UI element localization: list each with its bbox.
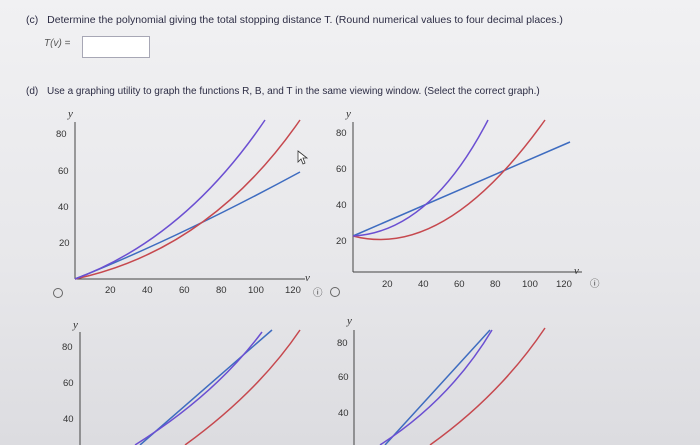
graph-b-curve-purple: [352, 119, 489, 237]
graph-c-line-blue: [139, 329, 273, 445]
question-c-text: Determine the polynomial giving the tota…: [47, 14, 563, 26]
graph-d-curve-purple: [379, 329, 493, 445]
graph-b-y-axis-label: y: [345, 108, 351, 120]
graph-c-ytick-40: 40: [63, 414, 74, 425]
info-icon[interactable]: ⓘ: [313, 288, 323, 299]
graph-a-x-axis-label: v: [305, 272, 310, 284]
question-d-label: (d): [26, 86, 39, 97]
graph-b-ytick-20: 20: [336, 236, 347, 247]
graph-c-ytick-60: 60: [63, 378, 74, 389]
question-c: (c) Determine the polynomial giving the …: [26, 14, 563, 26]
graph-a-xtick-100: 100: [248, 285, 264, 296]
graph-c-ytick-80: 80: [62, 342, 73, 353]
graph-a-xtick-40: 40: [142, 285, 153, 296]
question-d: (d) Use a graphing utility to graph the …: [26, 86, 540, 97]
graph-b-xtick-40: 40: [418, 279, 429, 290]
graph-a-line-blue: [74, 171, 301, 280]
graph-b-xtick-100: 100: [522, 279, 538, 290]
graph-d-ytick-60: 60: [338, 372, 349, 383]
graph-b-xtick-20: 20: [382, 279, 393, 290]
graph-a-xtick-60: 60: [179, 285, 190, 296]
graph-option-b[interactable]: y 80 60 40 20 20 40 60 80 100 120 v: [336, 108, 582, 290]
info-icon-b[interactable]: ⓘ: [590, 279, 600, 290]
graph-a-curve-red: [74, 119, 301, 280]
graph-b-ytick-80: 80: [336, 128, 347, 139]
graph-b-curve-red: [352, 119, 546, 241]
graph-c-curve-purple: [134, 331, 263, 445]
graph-b-line-blue: [352, 141, 571, 237]
graph-a-xtick-120: 120: [285, 285, 301, 296]
graph-b-ytick-40: 40: [336, 200, 347, 211]
graph-b-ytick-60: 60: [336, 164, 347, 175]
graph-a-y-axis-label: y: [67, 108, 73, 120]
graph-d-ytick-80: 80: [337, 338, 348, 349]
graph-c-curve-red: [184, 329, 301, 445]
mouse-cursor-icon: [297, 150, 309, 165]
graph-d-curve-red: [429, 327, 546, 445]
graph-a-ytick-80: 80: [56, 129, 67, 140]
graph-d-y-axis-label: y: [346, 315, 352, 327]
graph-a-curve-purple: [74, 119, 266, 280]
graph-option-b-radio[interactable]: [330, 287, 340, 297]
answer-input[interactable]: [82, 36, 150, 58]
graph-b-xtick-120: 120: [556, 279, 572, 290]
graph-a-ytick-60: 60: [58, 166, 69, 177]
graph-b-xtick-60: 60: [454, 279, 465, 290]
graph-option-d[interactable]: y 80 60 40: [337, 315, 546, 445]
answer-prefix: T(v) =: [44, 38, 71, 49]
graph-a-ytick-40: 40: [58, 202, 69, 213]
graph-option-c[interactable]: y 80 60 40: [62, 319, 301, 445]
question-d-text: Use a graphing utility to graph the func…: [47, 86, 540, 97]
question-c-label: (c): [26, 14, 39, 26]
graph-option-a-radio[interactable]: [53, 288, 63, 298]
graph-a-ytick-20: 20: [59, 238, 70, 249]
graph-b-xtick-80: 80: [490, 279, 501, 290]
graph-option-a[interactable]: y 80 60 40 20 20 40 60 80 100 120 v: [56, 108, 310, 296]
graph-b-x-axis-label: v: [574, 265, 579, 277]
graph-c-y-axis-label: y: [72, 319, 78, 331]
graph-a-xtick-80: 80: [216, 285, 227, 296]
graph-d-ytick-40: 40: [338, 408, 349, 419]
graph-a-xtick-20: 20: [105, 285, 116, 296]
graph-d-line-blue: [384, 329, 491, 445]
